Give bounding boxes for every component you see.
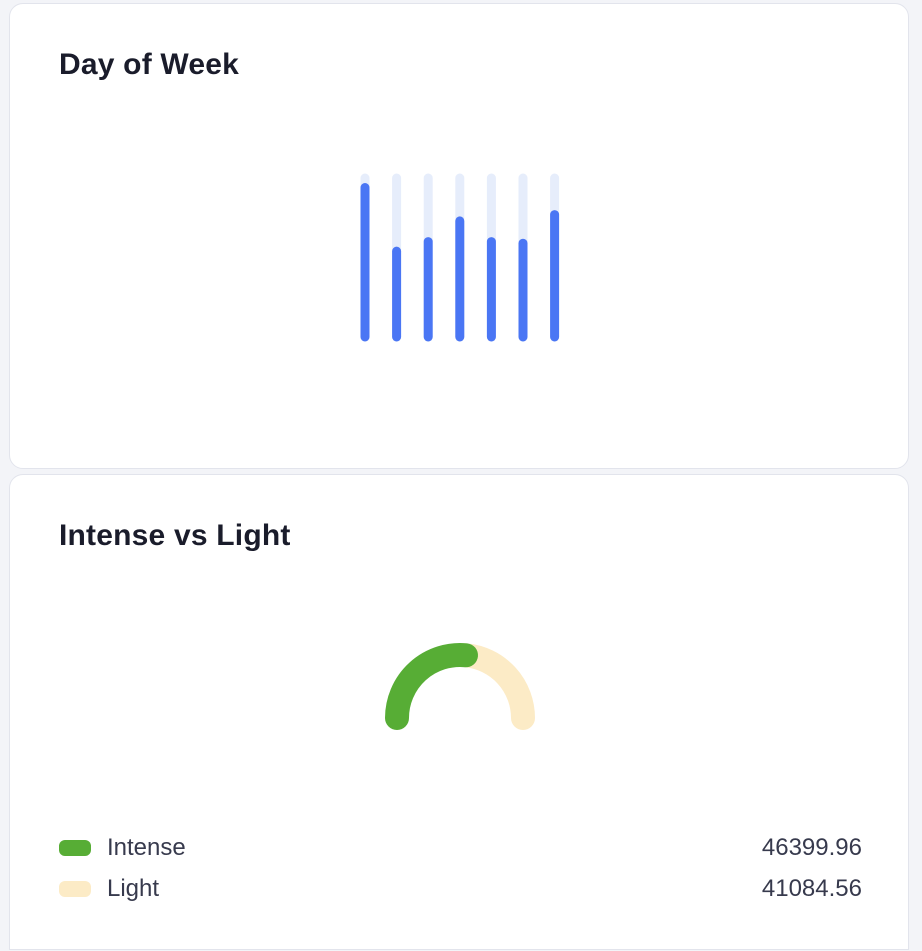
donut-slice-light [454,643,535,730]
legend-value-light: 41084.56 [761,875,862,902]
legend-item-light: Light 41084.56 [59,872,862,906]
light-swatch [59,881,91,897]
legend-label-intense: Intense [107,834,186,861]
intense-vs-light-card: Intense vs Light Intense 46399.96 Light … [9,474,909,950]
intense-vs-light-chart [385,643,535,730]
day-of-week-chart [360,173,560,342]
intense-swatch [59,840,91,856]
day-of-week-title: Day of Week [59,48,240,81]
legend-item-intense: Intense 46399.96 [59,831,862,865]
legend-value-intense: 46399.96 [761,834,862,861]
day-of-week-card: Day of Week [9,3,909,469]
donut-slice-intense [385,643,479,730]
legend-label-light: Light [107,875,160,902]
intense-vs-light-title: Intense vs Light [59,519,291,552]
